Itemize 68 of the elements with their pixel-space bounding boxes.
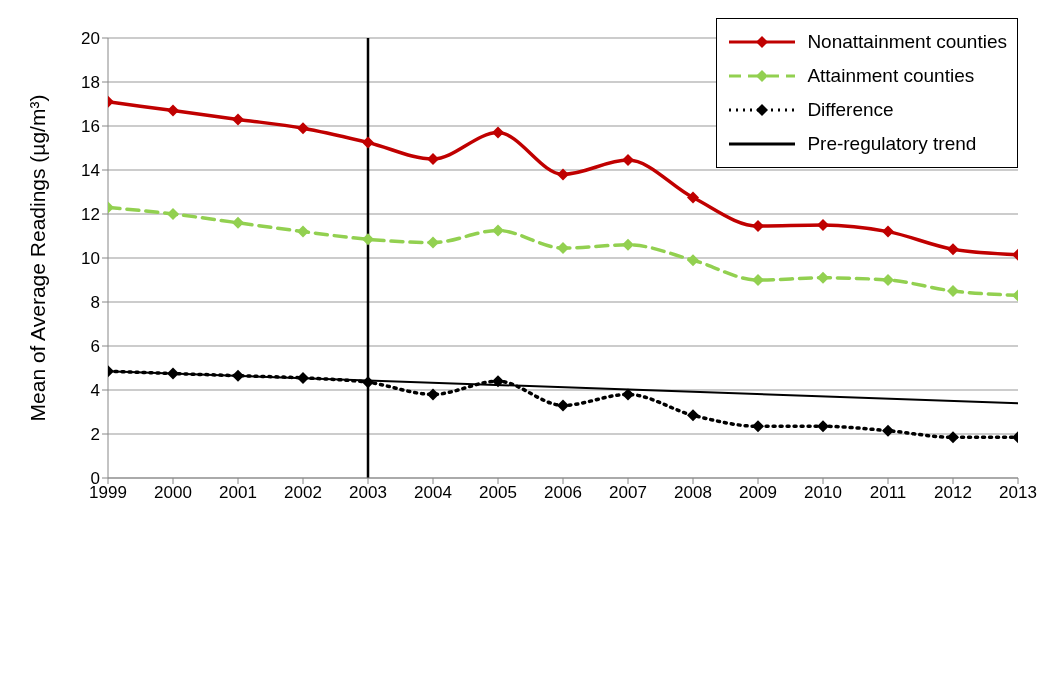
point bbox=[492, 375, 504, 388]
x-tick-label: 2004 bbox=[414, 483, 452, 503]
x-tick-label: 2005 bbox=[479, 483, 517, 503]
point bbox=[427, 388, 439, 401]
point bbox=[752, 274, 764, 286]
x-tick-label: 2002 bbox=[284, 483, 322, 503]
legend-label: Pre-regulatory trend bbox=[807, 133, 977, 155]
x-tick-label: 2009 bbox=[739, 483, 777, 503]
y-tick-label: 6 bbox=[90, 337, 100, 357]
point bbox=[817, 271, 829, 284]
y-tick-label: 10 bbox=[81, 249, 100, 269]
point bbox=[622, 154, 634, 167]
y-axis-title: Mean of Average Readings (µg/m³) bbox=[26, 94, 50, 422]
point bbox=[622, 238, 634, 251]
x-tick-label: 2008 bbox=[674, 483, 712, 503]
point bbox=[882, 274, 894, 286]
y-tick-label: 4 bbox=[90, 381, 100, 401]
point bbox=[882, 225, 894, 238]
point bbox=[362, 233, 374, 246]
point bbox=[427, 153, 439, 165]
point bbox=[232, 113, 244, 126]
point bbox=[492, 224, 504, 237]
point bbox=[947, 243, 959, 256]
point bbox=[687, 191, 699, 204]
x-tick-label: 2010 bbox=[804, 483, 842, 503]
point bbox=[427, 236, 439, 249]
y-tick-label: 20 bbox=[81, 29, 100, 49]
y-tick-label: 16 bbox=[81, 117, 100, 137]
x-tick-label: 2006 bbox=[544, 483, 582, 503]
point bbox=[752, 220, 764, 233]
point bbox=[232, 369, 244, 382]
point bbox=[167, 208, 179, 220]
point bbox=[947, 285, 959, 297]
x-tick-label: 2000 bbox=[154, 483, 192, 503]
x-tick-label: 2013 bbox=[999, 483, 1037, 503]
point bbox=[492, 126, 504, 139]
x-tick-label: 2007 bbox=[609, 483, 647, 503]
x-tick-label: 2001 bbox=[219, 483, 257, 503]
point bbox=[947, 431, 959, 444]
point bbox=[232, 216, 244, 229]
legend-label: Nonattainment counties bbox=[807, 31, 1007, 53]
point bbox=[687, 254, 699, 267]
point bbox=[817, 219, 829, 231]
point bbox=[297, 225, 309, 238]
point bbox=[557, 242, 569, 255]
x-tick-label: 2003 bbox=[349, 483, 387, 503]
point bbox=[752, 420, 764, 433]
point bbox=[882, 424, 894, 437]
point bbox=[622, 388, 634, 401]
point bbox=[817, 420, 829, 433]
x-tick-label: 2012 bbox=[934, 483, 972, 503]
point bbox=[687, 409, 699, 422]
point bbox=[557, 168, 569, 181]
legend-label: Difference bbox=[807, 99, 894, 121]
y-tick-label: 2 bbox=[90, 425, 100, 445]
y-tick-label: 12 bbox=[81, 205, 100, 225]
y-tick-label: 14 bbox=[81, 161, 100, 181]
point bbox=[167, 104, 179, 117]
y-tick-label: 8 bbox=[90, 293, 100, 313]
point bbox=[297, 122, 309, 135]
y-tick-label: 18 bbox=[81, 73, 100, 93]
point bbox=[297, 371, 309, 384]
point bbox=[167, 367, 179, 380]
point bbox=[557, 399, 569, 412]
point bbox=[362, 136, 374, 149]
point bbox=[362, 376, 374, 389]
legend-label: Attainment counties bbox=[807, 65, 975, 87]
x-tick-label: 2011 bbox=[869, 483, 907, 503]
